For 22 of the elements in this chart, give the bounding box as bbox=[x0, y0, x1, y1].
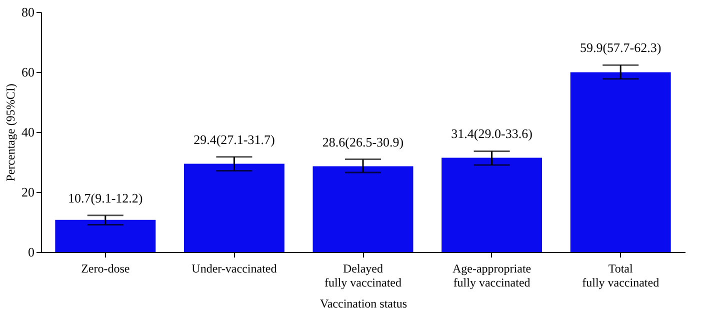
bar bbox=[570, 72, 671, 252]
x-tick-label: Age-appropriate fully vaccinated bbox=[452, 262, 532, 290]
y-tick-label: 80 bbox=[22, 4, 34, 20]
bar bbox=[55, 220, 156, 252]
bar bbox=[184, 164, 284, 252]
data-label: 29.4(27.1-31.7) bbox=[194, 132, 275, 147]
y-tick-label: 0 bbox=[28, 244, 34, 260]
x-tick-label: Under-vaccinated bbox=[192, 262, 277, 276]
y-axis-title: Percentage (95%CI) bbox=[4, 84, 18, 182]
data-label: 28.6(26.5-30.9) bbox=[322, 134, 404, 150]
y-tick-label: 20 bbox=[22, 184, 34, 200]
y-tick-label: 60 bbox=[22, 64, 34, 80]
bar bbox=[442, 158, 542, 252]
y-tick-label: 40 bbox=[22, 124, 34, 140]
data-label: 59.9(57.7-62.3) bbox=[580, 40, 662, 56]
x-tick-label: Total fully vaccinated bbox=[582, 262, 660, 290]
data-label: 10.7(9.1-12.2) bbox=[68, 190, 143, 206]
x-tick-label: Delayed fully vaccinated bbox=[324, 262, 402, 290]
bar bbox=[312, 166, 414, 252]
x-tick-label: Zero-dose bbox=[81, 262, 130, 276]
x-axis-title: Vaccination status bbox=[320, 296, 408, 310]
data-label: 31.4(29.0-33.6) bbox=[451, 126, 532, 142]
